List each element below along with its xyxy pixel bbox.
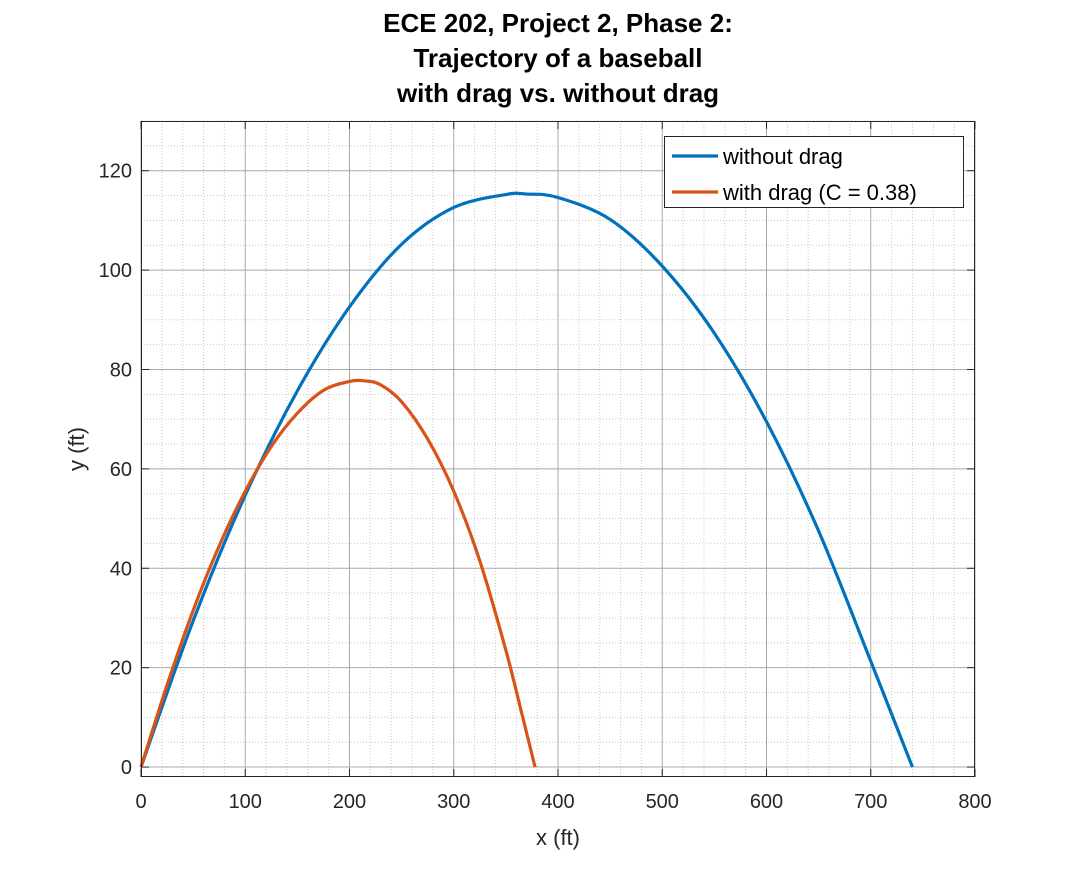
x-tick-label: 0 xyxy=(135,791,146,813)
x-tick-label: 400 xyxy=(541,791,574,813)
x-tick-label: 800 xyxy=(958,791,991,813)
x-tick-labels: 0 100 200 300 400 500 600 700 800 xyxy=(135,791,991,813)
x-axis-label: x (ft) xyxy=(536,825,580,850)
title-line-2: Trajectory of a baseball xyxy=(413,43,702,73)
legend-label-2: with drag (C = 0.38) xyxy=(722,180,917,205)
y-axis-label: y (ft) xyxy=(64,427,89,471)
title-line-3: with drag vs. without drag xyxy=(396,78,719,108)
legend: without drag with drag (C = 0.38) xyxy=(664,136,964,208)
series-line-2 xyxy=(139,378,537,768)
x-tick-label: 700 xyxy=(854,791,887,813)
series-lines xyxy=(139,191,914,768)
y-tick-label: 20 xyxy=(110,658,132,680)
axis-ticks xyxy=(140,121,976,777)
y-tick-label: 60 xyxy=(110,459,132,481)
y-tick-label: 80 xyxy=(110,359,132,381)
x-tick-label: 100 xyxy=(229,791,262,813)
chart-title: ECE 202, Project 2, Phase 2: Trajectory o… xyxy=(383,8,733,108)
major-grid xyxy=(140,121,976,777)
title-line-1: ECE 202, Project 2, Phase 2: xyxy=(383,8,733,38)
y-tick-label: 120 xyxy=(99,161,132,183)
y-tick-label: 0 xyxy=(121,757,132,779)
x-tick-label: 300 xyxy=(437,791,470,813)
y-tick-label: 40 xyxy=(110,558,132,580)
x-tick-label: 200 xyxy=(333,791,366,813)
legend-label-1: without drag xyxy=(722,144,843,169)
y-tick-label: 100 xyxy=(99,260,132,282)
y-tick-labels: 0 20 40 60 80 100 120 xyxy=(99,161,132,779)
legend-box xyxy=(664,136,964,208)
x-tick-label: 600 xyxy=(750,791,783,813)
x-tick-label: 500 xyxy=(646,791,679,813)
